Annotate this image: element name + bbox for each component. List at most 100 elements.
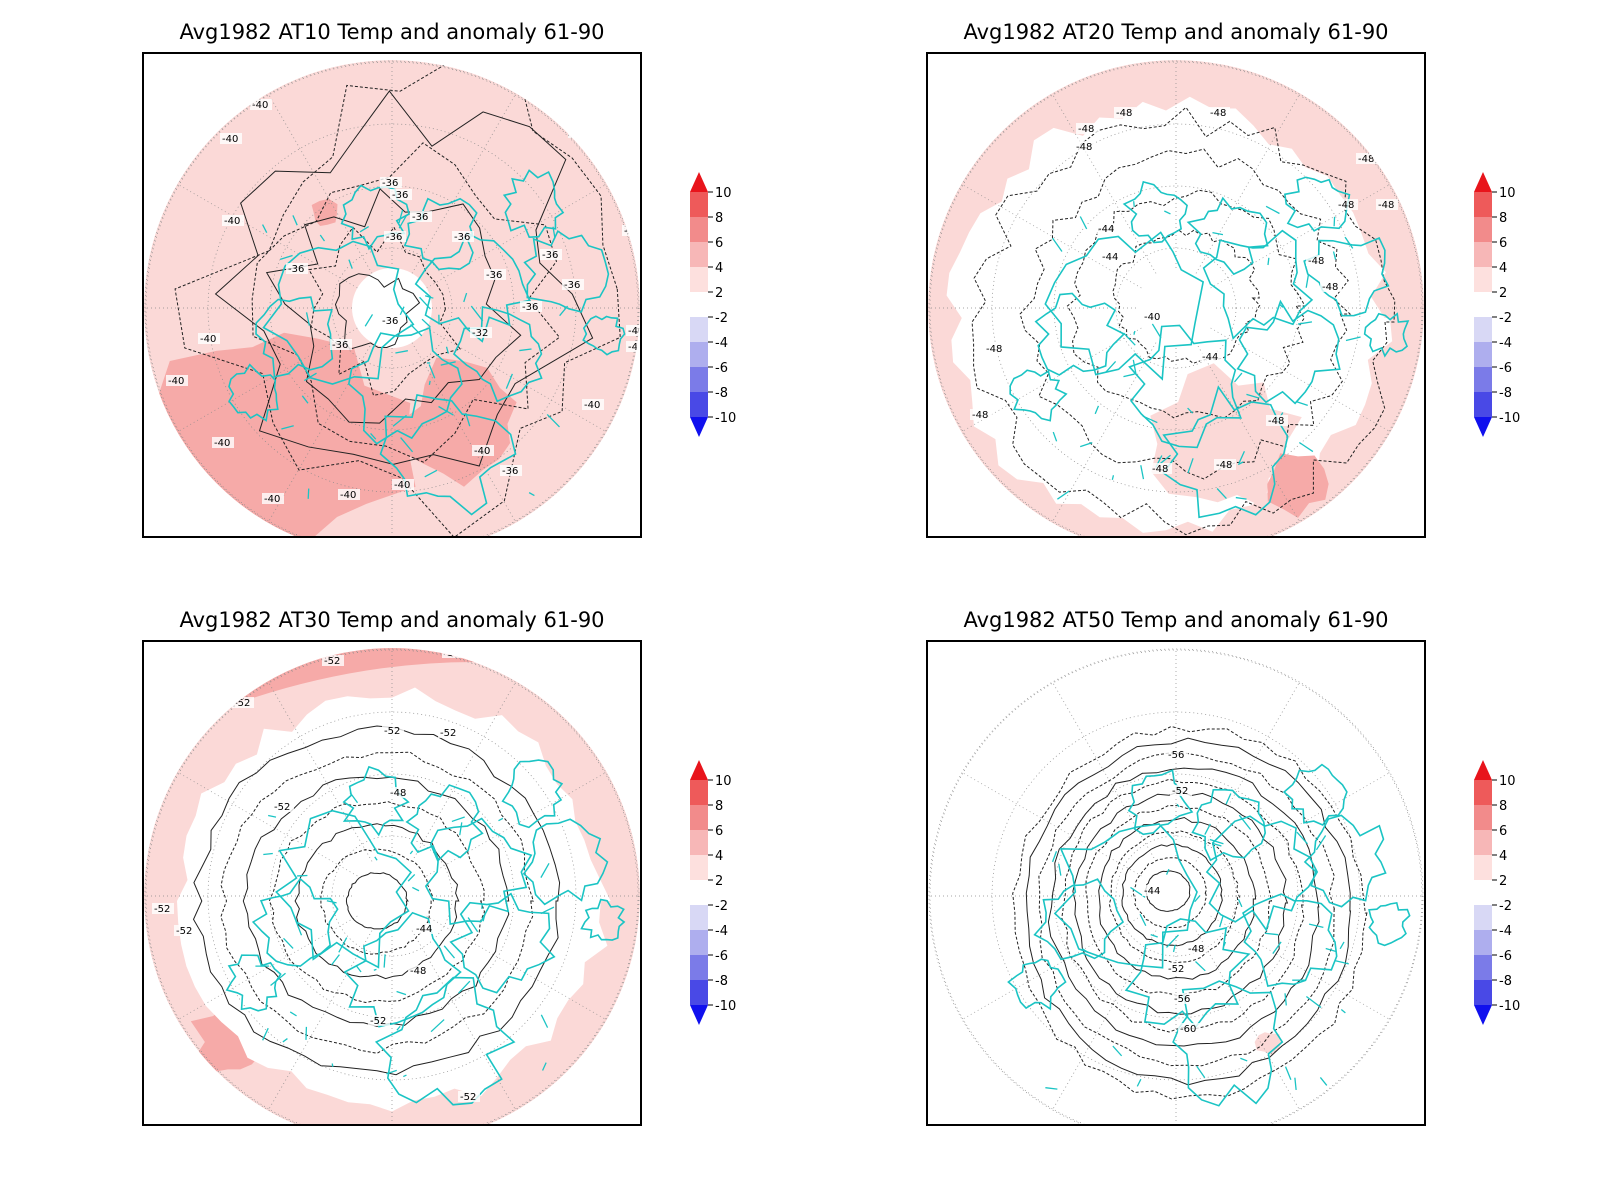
country-border (1235, 496, 1247, 500)
colorbar-segment (1474, 392, 1492, 417)
contour-lines (174, 60, 621, 536)
colorbar-tick-label: -2 (1499, 899, 1512, 914)
colorbar-segment (690, 392, 708, 417)
coastline (251, 877, 339, 967)
contour-line (214, 90, 594, 467)
country-border (289, 1011, 297, 1017)
country-border (307, 488, 310, 499)
neutral-area (352, 268, 432, 348)
contour-labels: -48 -48 -48 -48 -48 -44 -44 -40 -44 -48 -48 -48 -48 -… (970, 107, 1398, 475)
colorbar-tick-label: -10 (1499, 411, 1520, 426)
neutral-area (177, 687, 611, 1112)
country-border (1140, 465, 1145, 480)
contour-label: -44 (1144, 886, 1160, 897)
coastline (1127, 769, 1194, 836)
country-border (1209, 838, 1224, 845)
country-border (386, 1069, 397, 1075)
contour-line (1019, 148, 1352, 480)
country-border (421, 318, 431, 328)
colorbar-segment (690, 780, 708, 805)
colorbar-segment (1474, 955, 1492, 980)
contour-label: -40 (628, 326, 640, 337)
colorbar-arrow-bottom (1474, 417, 1492, 437)
contour-label: -36 (502, 466, 518, 477)
country-border (1058, 863, 1062, 876)
country-border (1297, 321, 1313, 325)
colorbar-tick-label: 8 (1499, 799, 1507, 814)
country-border (270, 972, 286, 986)
contour-label-bg (338, 489, 360, 500)
contour-label: -48 (1210, 108, 1226, 119)
contour-label: -48 (1358, 154, 1374, 165)
coastline (228, 363, 279, 422)
coastline (347, 326, 463, 445)
contour-label: -48 (1322, 282, 1338, 293)
country-border (1079, 216, 1088, 230)
colorbar-segment (1474, 930, 1492, 955)
contour-label-bg (410, 211, 432, 222)
country-border (263, 852, 273, 856)
contour-label: -52 (234, 698, 250, 709)
contour-label-bg (984, 343, 1006, 354)
coastline (1053, 823, 1198, 969)
anomaly-shading (1254, 1032, 1282, 1056)
map-boundary (144, 648, 640, 1124)
colorbar-segment (1474, 192, 1492, 217)
colorbar-tick-label: 8 (715, 799, 723, 814)
coastline (523, 229, 610, 313)
contour-label: -36 (454, 232, 470, 243)
colorbar-segment (1474, 267, 1492, 292)
colorbar-tick-label: 4 (1499, 261, 1507, 276)
contour-label: -36 (624, 226, 640, 237)
country-border (398, 209, 404, 224)
colorbar-segment (690, 905, 708, 930)
contour-label-bg (1074, 141, 1096, 152)
colorbar-segment (1474, 880, 1492, 905)
coastline (1186, 196, 1269, 276)
contour-label: -48 (410, 966, 426, 977)
contour-lines (971, 106, 1396, 536)
contour-label-bg (1166, 749, 1188, 760)
polar-map-at20: -48 -48 -48 -48 -48 -44 -44 -40 -44 -48 -48 -48 -48 -… (928, 60, 1424, 536)
contour-label-bg (408, 965, 430, 976)
colorbar-tick-label: -10 (1499, 999, 1520, 1014)
contour-label: -48 (1078, 124, 1094, 135)
colorbar-segment (690, 267, 708, 292)
country-border (338, 937, 348, 953)
map-panel-at30: -52 -52 -52 -52 -52 -52 -48 -44 -48 -52 -52 -52 -52 (142, 640, 642, 1126)
country-border (355, 964, 362, 973)
contour-label-bg (152, 903, 174, 914)
colorbar-segment (690, 855, 708, 880)
country-border (1057, 490, 1070, 500)
colorbar-tick-label: 6 (715, 236, 723, 251)
contour-label-bg (626, 325, 640, 336)
contour-label-bg (1142, 311, 1164, 322)
country-border (552, 226, 556, 239)
contour-line (268, 801, 486, 1004)
contour-label-bg (174, 925, 196, 936)
contour-label: -48 (1216, 460, 1232, 471)
colorbar-tick-label: -8 (715, 386, 728, 401)
colorbar-tick-label: -4 (1499, 924, 1512, 939)
panel-title-at20: Avg1982 AT20 Temp and anomaly 61-90 (963, 20, 1389, 44)
country-border (465, 413, 471, 427)
contour-label-bg (1200, 351, 1222, 362)
country-border (428, 380, 431, 385)
colorbar-tick-label: -6 (1499, 361, 1512, 376)
colorbar-segment (1474, 367, 1492, 392)
contour-label: -52 (324, 656, 340, 667)
anomaly-shading-strong (311, 198, 338, 227)
contour-label: -40 (224, 216, 240, 227)
contour-line (1025, 737, 1352, 1086)
latitude-circle (145, 61, 639, 536)
contour-label: -48 (1116, 108, 1132, 119)
contour-label: -36 (386, 232, 402, 243)
country-border (295, 920, 303, 936)
country-border (1246, 393, 1260, 399)
colorbar-segment (690, 217, 708, 242)
country-border (1176, 803, 1180, 808)
contour-line (334, 273, 421, 350)
country-border (463, 292, 468, 303)
contour-label: -52 (176, 926, 192, 937)
contour-label-bg (562, 279, 584, 290)
